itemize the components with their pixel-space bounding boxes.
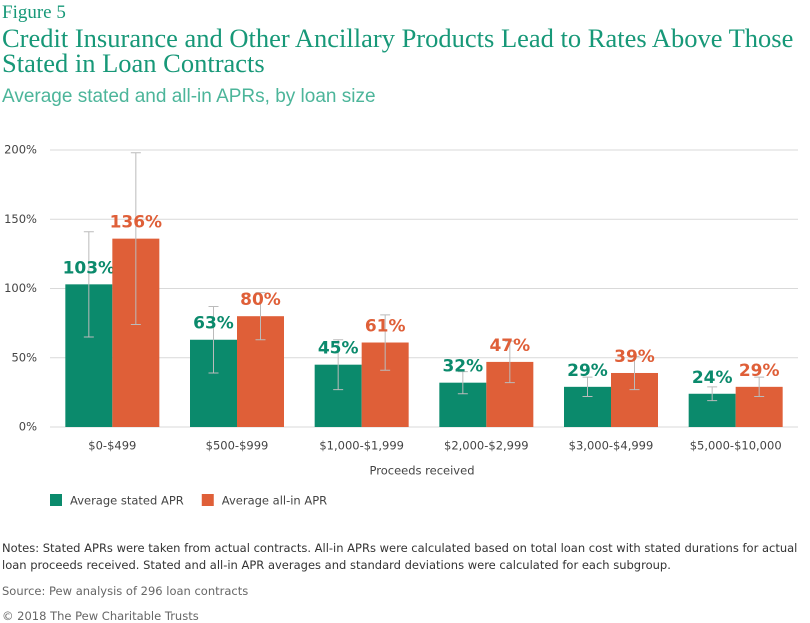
data-label: 47%	[489, 336, 530, 356]
error-bar	[707, 386, 718, 402]
error-bar	[208, 306, 219, 374]
x-tick-label: $2,000-$2,999	[444, 439, 529, 453]
x-tick-label: $5,000-$10,000	[690, 439, 782, 453]
figure-label: Figure 5	[2, 2, 66, 23]
error-bar	[130, 152, 141, 326]
source: Source: Pew analysis of 296 loan contrac…	[2, 584, 249, 598]
data-label: 29%	[567, 361, 608, 381]
data-label: 80%	[240, 290, 281, 310]
notes: Notes: Stated APRs were taken from actua…	[2, 541, 798, 572]
data-label: 61%	[365, 317, 406, 337]
data-label: 32%	[442, 357, 483, 377]
x-tick-label: $3,000-$4,999	[569, 439, 654, 453]
legend-label: Average all-in APR	[222, 494, 327, 508]
legend-swatch	[50, 494, 62, 506]
chart-title: Credit Insurance and Other Ancillary Pro…	[2, 23, 794, 78]
y-tick-label: 0%	[19, 420, 37, 434]
x-axis-label: Proceeds received	[370, 464, 475, 478]
data-label: 63%	[193, 314, 234, 334]
x-tick-label: $1,000-$1,999	[319, 439, 404, 453]
y-tick-label: 150%	[4, 212, 37, 226]
chart-subtitle: Average stated and all-in APRs, by loan …	[2, 86, 376, 107]
legend-label: Average stated APR	[70, 494, 184, 508]
data-label: 29%	[739, 361, 780, 381]
error-bar	[504, 340, 515, 384]
y-tick-label: 50%	[11, 350, 37, 364]
x-tick-label: $0-$499	[88, 439, 136, 453]
data-label: 39%	[614, 347, 655, 367]
data-label: 24%	[692, 368, 733, 388]
y-tick-label: 100%	[4, 281, 37, 295]
error-bar	[582, 376, 593, 398]
legend-swatch	[201, 494, 214, 506]
error-bar	[255, 292, 266, 341]
error-bar	[333, 339, 344, 391]
x-tick-label: $500-$999	[206, 439, 269, 453]
error-bar	[629, 355, 640, 391]
copyright: © 2018 The Pew Charitable Trusts	[2, 609, 199, 623]
data-label: 103%	[63, 258, 116, 278]
error-bar	[457, 371, 468, 395]
data-label: 45%	[318, 339, 359, 359]
error-bar	[380, 314, 391, 371]
error-bar	[83, 231, 94, 338]
error-bar	[754, 376, 765, 398]
data-label: 136%	[110, 213, 163, 233]
y-tick-label: 200%	[4, 143, 37, 157]
